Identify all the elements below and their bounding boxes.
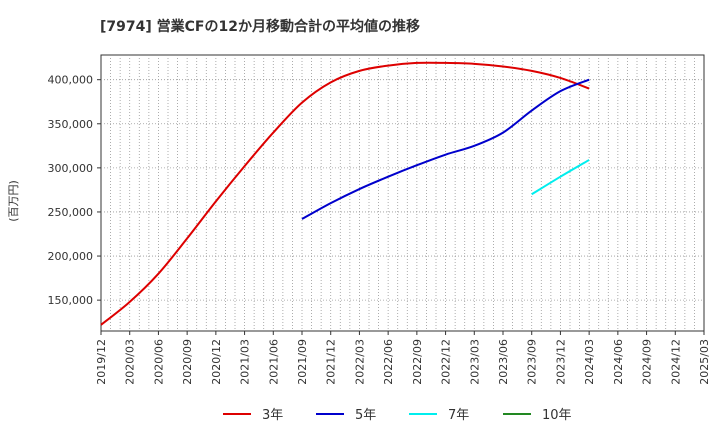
x-tick-label: 2022/09: [411, 339, 424, 385]
y-tick-label: 400,000: [48, 74, 94, 87]
y-tick-label: 250,000: [48, 206, 94, 219]
x-tick-label: 2022/06: [382, 339, 395, 385]
x-tick-label: 2021/06: [267, 339, 280, 385]
y-tick-label: 200,000: [48, 250, 94, 263]
x-tick-label: 2019/12: [95, 339, 108, 385]
x-tick-label: 2022/03: [353, 339, 366, 385]
legend-label-0: 3年: [262, 408, 283, 423]
chart-title: [7974] 営業CFの12か月移動合計の平均値の推移: [100, 18, 420, 35]
x-tick-label: 2021/09: [296, 339, 309, 385]
legend-label-2: 7年: [448, 408, 469, 423]
plot-area: [100, 54, 705, 332]
y-axis-label: (百万円): [7, 180, 20, 222]
series-line-0: [100, 61, 590, 326]
x-axis: 2019/12 2020/03 2020/06 2020/09 2020/12 2021/…: [95, 331, 711, 385]
x-tick-label: 2025/03: [698, 339, 711, 385]
x-tick-label: 2024/03: [583, 339, 596, 385]
legend-label-3: 10年: [542, 408, 572, 423]
x-tick-label: 2022/12: [440, 339, 453, 385]
x-tick-label: 2023/03: [468, 339, 481, 385]
y-tick-label: 150,000: [48, 294, 94, 307]
x-tick-label: 2023/12: [554, 339, 567, 385]
x-tick-label: 2020/09: [181, 339, 194, 385]
x-tick-label: 2023/09: [526, 339, 539, 385]
x-tick-label: 2024/06: [612, 339, 625, 385]
legend-label-1: 5年: [355, 408, 376, 423]
x-tick-label: 2020/03: [124, 339, 137, 385]
grid: [101, 55, 704, 331]
x-tick-label: 2021/03: [239, 339, 252, 385]
legend: 3年 5年 7年 10年: [223, 408, 572, 423]
x-tick-label: 2020/12: [210, 339, 223, 385]
x-tick-label: 2020/06: [152, 339, 165, 385]
x-tick-label: 2023/06: [497, 339, 510, 385]
series-group: [100, 61, 590, 326]
y-axis: 150,000 200,000 250,000 300,000 350,000 400,0…: [48, 74, 101, 307]
x-tick-label: 2021/12: [325, 339, 338, 385]
y-tick-label: 300,000: [48, 162, 94, 175]
x-tick-label: 2024/12: [669, 339, 682, 385]
y-tick-label: 350,000: [48, 118, 94, 131]
series-line-2: [531, 159, 590, 196]
x-tick-label: 2024/09: [641, 339, 654, 385]
series-line-1: [301, 78, 590, 220]
